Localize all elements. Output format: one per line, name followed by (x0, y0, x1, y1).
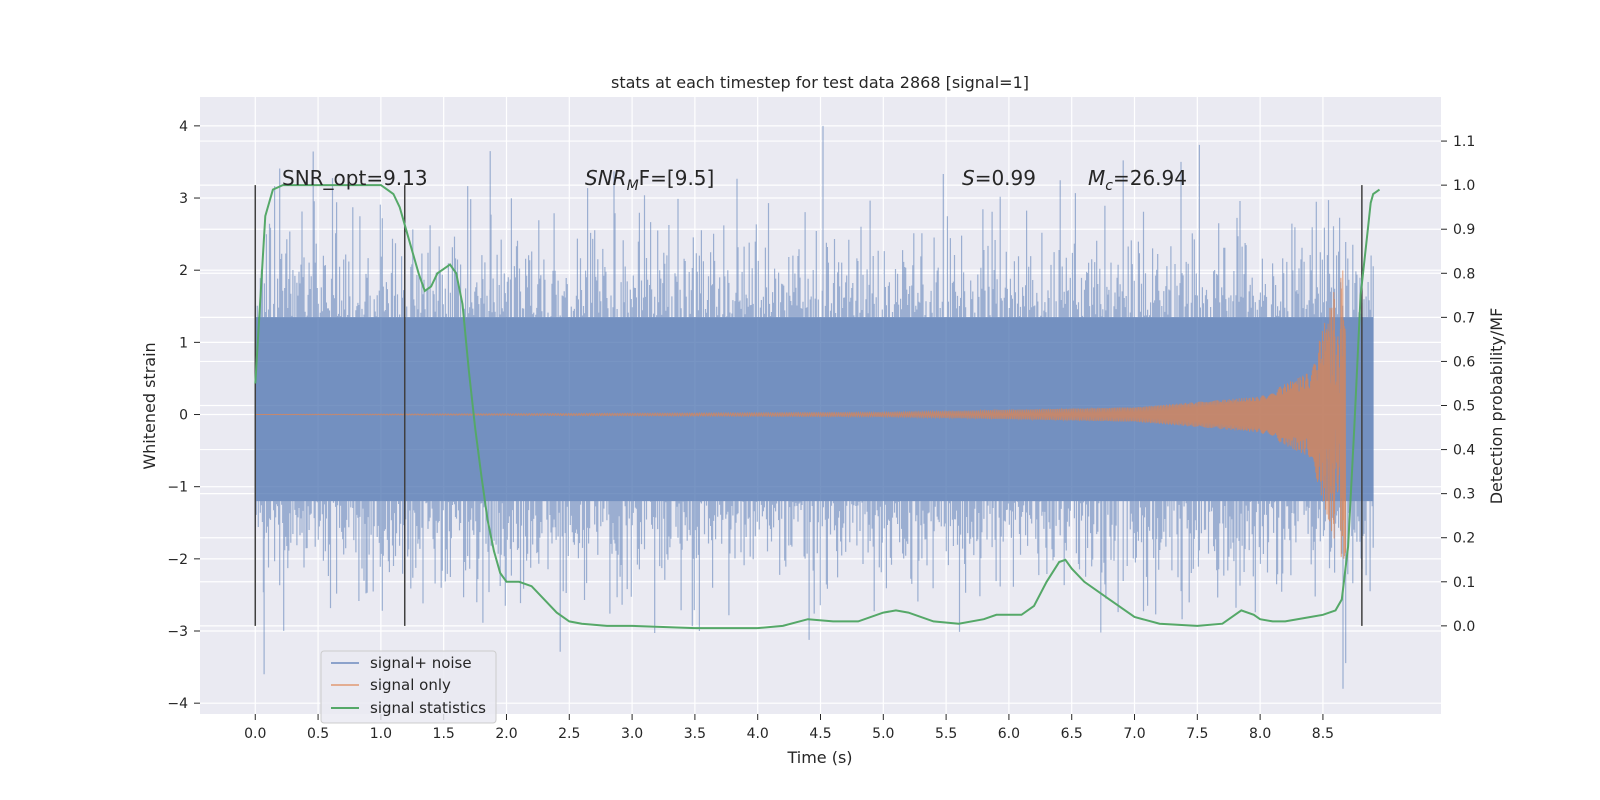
y2-tick-label: 0.8 (1453, 266, 1475, 282)
y2-tick-label: 1.1 (1453, 134, 1475, 150)
x-axis-ticks: 0.0 0.5 1.0 1.5 2.0 2.5 3.0 3.5 4.0 4.5 5.0 5.5 6.0 6… (244, 714, 1334, 742)
snr-opt-annotation: SNR_opt=9.13 (282, 166, 428, 190)
legend-box (320, 650, 497, 724)
x-tick-label: 2.5 (558, 726, 580, 742)
window-lines (254, 185, 1363, 626)
s-annotation: S=0.99 (962, 166, 1036, 190)
y-tick-label: −4 (167, 696, 188, 712)
signal-only-line (255, 270, 1346, 559)
y2-tick-label: 0.4 (1453, 443, 1475, 459)
y2-tick-label: 0.0 (1453, 619, 1475, 635)
y2-tick-label: 1.0 (1453, 178, 1475, 194)
signal-statistics-line (254, 184, 1381, 630)
mc-rest: =26.94 (1113, 166, 1187, 190)
x-tick-label: 3.0 (621, 726, 643, 742)
legend-label-signal-only: signal only (370, 676, 451, 694)
x-axis-label: Time (s) (786, 748, 852, 767)
y2-axis-label: Detection probability/MF (1487, 308, 1506, 505)
signal-only-series (255, 270, 1346, 559)
x-tick-label: 0.0 (244, 726, 266, 742)
x-tick-label: 2.0 (495, 726, 517, 742)
y-tick-label: 1 (179, 335, 188, 351)
x-tick-label: 7.0 (1123, 726, 1145, 742)
y-tick-label: 4 (179, 119, 188, 135)
snr-mf-annotation: SNRMF=[9.5] (585, 166, 714, 194)
x-tick-label: 5.5 (935, 726, 957, 742)
x-tick-label: 6.5 (1061, 726, 1083, 742)
y2-tick-label: 0.6 (1453, 354, 1475, 370)
mc-main: M (1088, 166, 1105, 190)
y2-tick-label: 0.2 (1453, 531, 1475, 547)
snr-mf-rest: F=[9.5] (639, 166, 715, 190)
x-tick-label: 5.0 (872, 726, 894, 742)
legend: signal+ noise signal only signal statist… (320, 650, 497, 724)
x-tick-label: 6.0 (998, 726, 1020, 742)
y-tick-label: 3 (179, 191, 188, 207)
y2-tick-label: 0.5 (1453, 399, 1475, 415)
x-tick-label: 8.0 (1249, 726, 1271, 742)
y-tick-label: −3 (167, 624, 188, 640)
mc-annotation: Mc=26.94 (1088, 166, 1187, 194)
s-main: S (962, 166, 975, 190)
snr-mf-sub: M (627, 178, 639, 194)
x-tick-label: 3.5 (684, 726, 706, 742)
x-tick-label: 7.5 (1186, 726, 1208, 742)
chart-title: stats at each timestep for test data 286… (611, 73, 1029, 92)
y2-axis-ticks: 1.1 1.0 0.9 0.8 0.7 0.6 0.5 0.4 0.3 0.2 0.1 0.0 (1441, 134, 1475, 635)
snr-mf-main: SNR (585, 166, 627, 190)
y2-tick-label: 0.9 (1453, 222, 1475, 238)
x-tick-label: 1.5 (433, 726, 455, 742)
y-axis-label: Whitened strain (140, 342, 159, 469)
y-axis-ticks: 4 3 2 1 0 −1 −2 −3 −4 (167, 119, 200, 712)
y2-tick-label: 0.1 (1453, 575, 1475, 591)
x-tick-label: 1.0 (370, 726, 392, 742)
x-tick-label: 4.0 (747, 726, 769, 742)
y2-tick-label: 0.3 (1453, 487, 1475, 503)
legend-label-signal-noise: signal+ noise (370, 654, 472, 672)
y-tick-label: 0 (179, 408, 188, 424)
y2-tick-label: 0.7 (1453, 310, 1475, 326)
y-tick-label: −2 (167, 552, 188, 568)
x-tick-label: 4.5 (809, 726, 831, 742)
y-tick-label: 2 (179, 263, 188, 279)
mc-sub: c (1105, 178, 1113, 194)
y-tick-label: −1 (167, 480, 188, 496)
x-tick-label: 8.5 (1312, 726, 1334, 742)
signal-statistics-series (254, 184, 1381, 630)
x-tick-label: 0.5 (307, 726, 329, 742)
s-rest: =0.99 (975, 166, 1036, 190)
legend-label-signal-statistics: signal statistics (370, 699, 486, 717)
